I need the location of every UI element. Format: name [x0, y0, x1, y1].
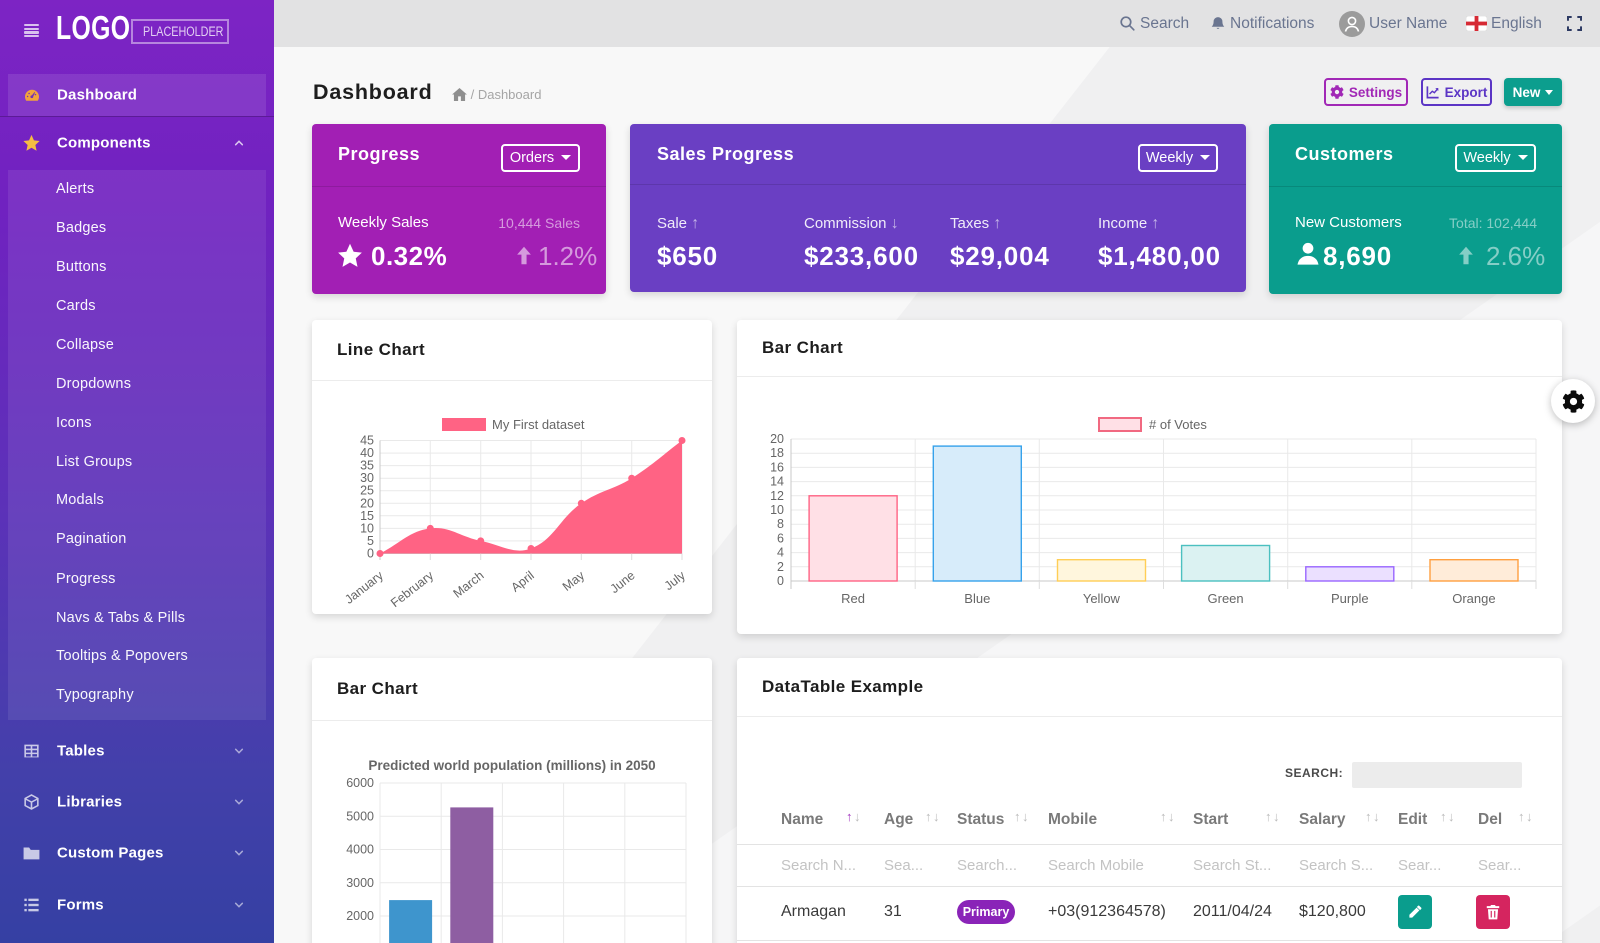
svg-text:45: 45: [360, 434, 374, 448]
svg-text:4: 4: [777, 546, 784, 560]
svg-text:# of Votes: # of Votes: [1149, 417, 1207, 432]
svg-text:20: 20: [770, 432, 784, 446]
svg-text:Red: Red: [841, 591, 865, 606]
svg-text:0: 0: [777, 574, 784, 588]
svg-text:Blue: Blue: [964, 591, 990, 606]
svg-text:June: June: [608, 568, 638, 596]
svg-text:February: February: [388, 568, 437, 610]
svg-text:Purple: Purple: [1331, 591, 1369, 606]
svg-text:20: 20: [360, 496, 374, 510]
svg-text:April: April: [509, 568, 537, 594]
svg-text:18: 18: [770, 446, 784, 460]
svg-text:15: 15: [360, 509, 374, 523]
svg-text:My First dataset: My First dataset: [492, 417, 585, 432]
svg-text:July: July: [662, 568, 689, 593]
svg-text:5000: 5000: [346, 809, 374, 823]
svg-text:May: May: [560, 568, 588, 594]
svg-text:Green: Green: [1208, 591, 1244, 606]
svg-text:10: 10: [770, 503, 784, 517]
svg-text:40: 40: [360, 446, 374, 460]
svg-text:14: 14: [770, 475, 784, 489]
svg-text:2: 2: [777, 560, 784, 574]
svg-text:Yellow: Yellow: [1083, 591, 1121, 606]
svg-text:6000: 6000: [346, 776, 374, 790]
svg-text:6: 6: [777, 531, 784, 545]
svg-text:0: 0: [367, 547, 374, 561]
svg-text:4000: 4000: [346, 843, 374, 857]
svg-text:5: 5: [367, 534, 374, 548]
svg-text:Predicted world population (mi: Predicted world population (millions) in…: [368, 758, 655, 773]
svg-text:March: March: [451, 568, 487, 600]
svg-text:12: 12: [770, 489, 784, 503]
svg-text:10: 10: [360, 521, 374, 535]
svg-text:3000: 3000: [346, 876, 374, 890]
svg-text:Orange: Orange: [1452, 591, 1495, 606]
svg-text:2000: 2000: [346, 909, 374, 923]
svg-text:25: 25: [360, 484, 374, 498]
svg-text:30: 30: [360, 471, 374, 485]
svg-text:January: January: [342, 568, 386, 607]
svg-text:16: 16: [770, 460, 784, 474]
svg-text:35: 35: [360, 459, 374, 473]
svg-text:8: 8: [777, 517, 784, 531]
